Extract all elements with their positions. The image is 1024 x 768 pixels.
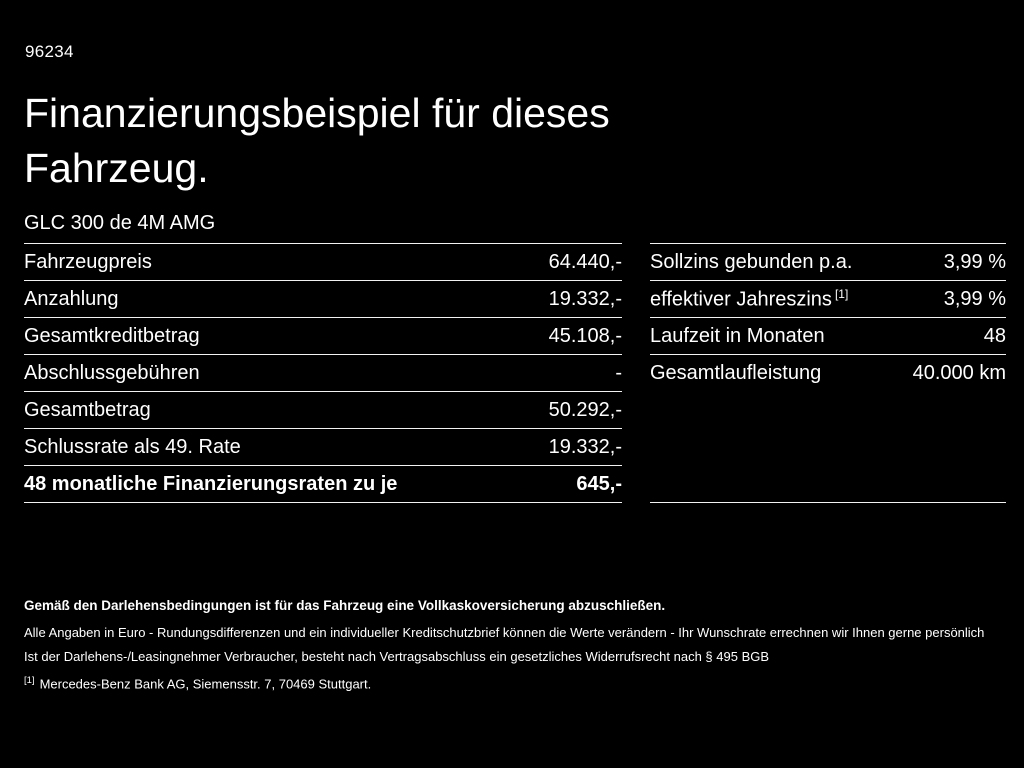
- bank-footnote: [1] Mercedes-Benz Bank AG, Siemensstr. 7,…: [24, 675, 1000, 691]
- disclaimer-note-1: Alle Angaben in Euro - Rundungsdifferenz…: [24, 625, 985, 640]
- financing-tables: Fahrzeugpreis 64.440,- Anzahlung 19.332,…: [24, 243, 1006, 503]
- row-label: 48 monatliche Finanzierungsraten zu je: [24, 472, 398, 495]
- table-row: Sollzins gebunden p.a. 3,99 %: [650, 243, 1006, 280]
- row-label: Gesamtbetrag: [24, 398, 151, 421]
- footnote-text: Mercedes-Benz Bank AG, Siemensstr. 7, 70…: [39, 676, 372, 692]
- financing-table-right: Sollzins gebunden p.a. 3,99 % effektiver…: [650, 243, 1006, 503]
- row-value: 3,99 %: [943, 250, 1006, 273]
- table-row: Gesamtkreditbetrag 45.108,-: [24, 317, 622, 354]
- row-value: 19.332,-: [548, 435, 622, 458]
- row-value: 19.332,-: [548, 287, 622, 310]
- vehicle-model: GLC 300 de 4M AMG: [24, 212, 216, 234]
- table-row: Fahrzeugpreis 64.440,-: [24, 243, 622, 280]
- row-label: Laufzeit in Monaten: [650, 324, 825, 347]
- table-row: Gesamtlaufleistung 40.000 km: [650, 354, 1006, 391]
- row-value: 645,-: [576, 472, 622, 495]
- footnote-reference: [1]: [834, 286, 849, 301]
- footnote-marker: [1]: [24, 675, 35, 686]
- page-title-line2: Fahrzeug.: [24, 144, 209, 191]
- row-value: 40.000 km: [912, 361, 1006, 384]
- row-label: Anzahlung: [24, 287, 119, 310]
- row-value: 50.292,-: [548, 398, 622, 421]
- row-label: effektiver Jahreszins [1]: [650, 286, 849, 311]
- row-value: 48: [983, 324, 1006, 347]
- row-label: Abschlussgebühren: [24, 361, 200, 384]
- row-label: Schlussrate als 49. Rate: [24, 435, 241, 458]
- table-row: effektiver Jahreszins [1] 3,99 %: [650, 280, 1006, 317]
- table-row-monthly-rate: 48 monatliche Finanzierungsraten zu je 6…: [24, 465, 622, 502]
- page-title: Finanzierungsbeispiel für dieses Fahrzeu…: [24, 86, 610, 195]
- disclaimer-note-2: Ist der Darlehens-/Leasingnehmer Verbrau…: [24, 649, 770, 664]
- table-row: Laufzeit in Monaten 48: [650, 317, 1006, 354]
- row-value: 45.108,-: [548, 324, 622, 347]
- row-value: 3,99 %: [943, 287, 1006, 310]
- page-title-line1: Finanzierungsbeispiel für dieses: [24, 90, 610, 136]
- legal-footer: Gemäß den Darlehensbedingungen ist für d…: [24, 598, 1000, 691]
- offer-code: 96234: [25, 42, 74, 61]
- insurance-note: Gemäß den Darlehensbedingungen ist für d…: [24, 598, 666, 613]
- row-value: -: [615, 361, 622, 384]
- table-row: Gesamtbetrag 50.292,-: [24, 391, 622, 428]
- financing-table-left: Fahrzeugpreis 64.440,- Anzahlung 19.332,…: [24, 243, 622, 503]
- row-label: Sollzins gebunden p.a.: [650, 250, 853, 273]
- row-label: Fahrzeugpreis: [24, 250, 152, 273]
- table-row: Schlussrate als 49. Rate 19.332,-: [24, 428, 622, 465]
- table-row: Abschlussgebühren -: [24, 354, 622, 391]
- row-value: 64.440,-: [548, 250, 622, 273]
- row-label: Gesamtlaufleistung: [650, 361, 822, 384]
- table-row: Anzahlung 19.332,-: [24, 280, 622, 317]
- row-label: Gesamtkreditbetrag: [24, 324, 200, 347]
